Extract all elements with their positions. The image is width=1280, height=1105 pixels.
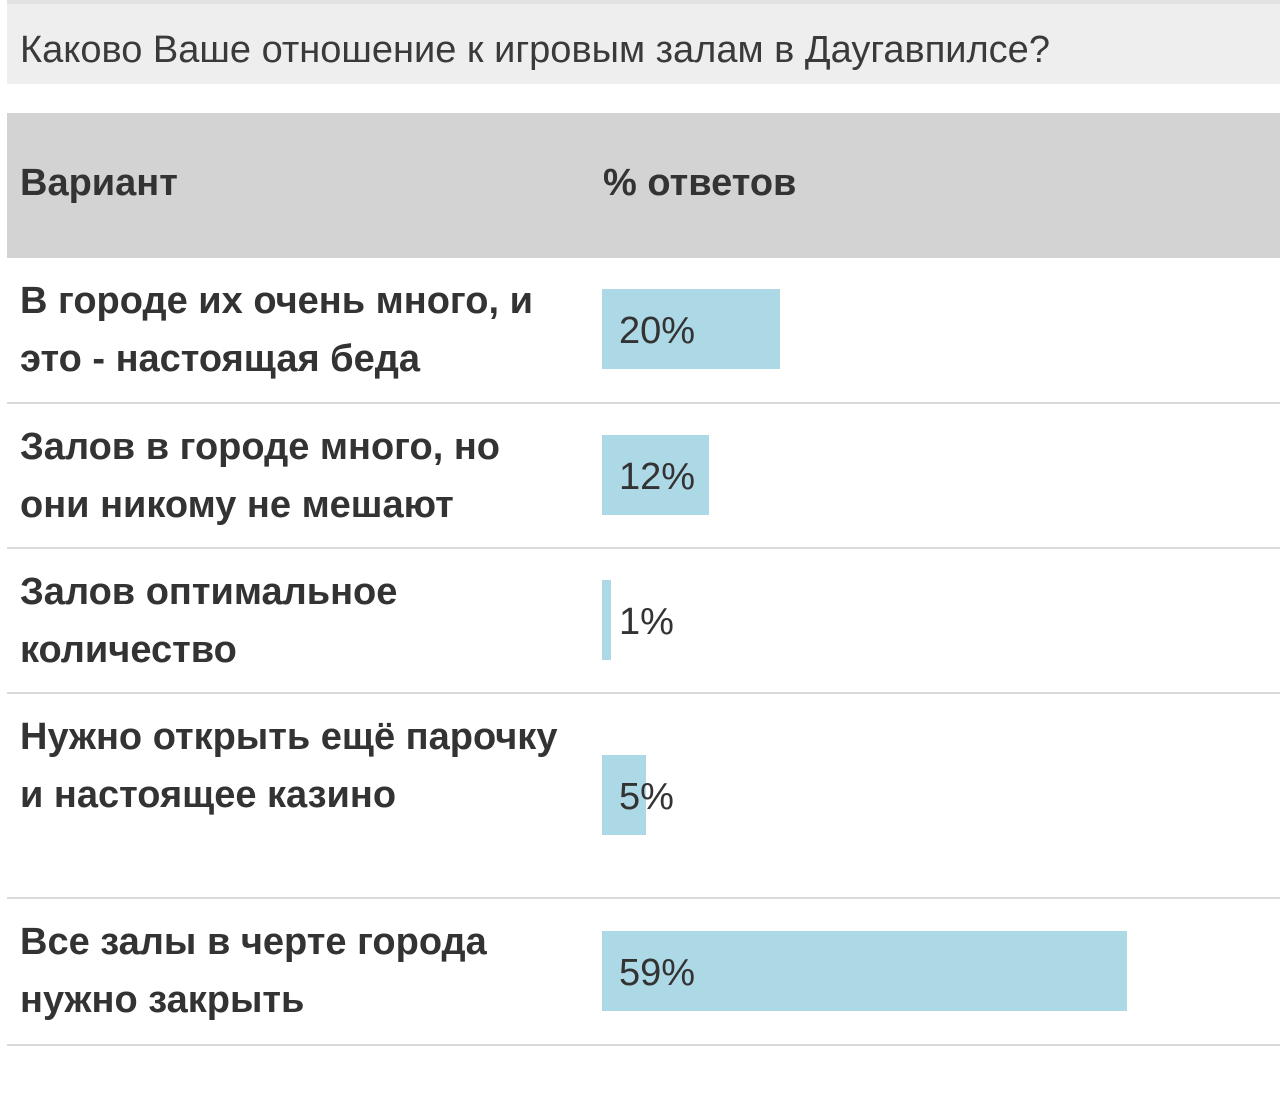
result-bar xyxy=(602,434,709,515)
column-header-variant: Вариант xyxy=(20,162,178,204)
result-bar xyxy=(602,754,647,835)
result-row: Залов в городе много, но они никому не м… xyxy=(7,404,1280,549)
result-row: Залов оптимальное количество 1% xyxy=(7,549,1280,694)
percent-label: 20% xyxy=(619,310,696,352)
percent-label: 5% xyxy=(619,775,674,818)
bar-track: 5% xyxy=(602,754,1262,835)
bar-track: 20% xyxy=(602,289,1262,369)
option-label: Все залы в черте города нужно закрыть xyxy=(20,921,487,1021)
poll-question-bar: Каково Ваше отношение к игровым залам в … xyxy=(7,0,1280,84)
result-bar xyxy=(602,289,780,369)
option-label: Нужно открыть ещё парочку и настоящее ка… xyxy=(20,716,558,816)
result-row: Нужно открыть ещё парочку и настоящее ка… xyxy=(7,694,1280,899)
result-row: Все залы в черте города нужно закрыть 59% xyxy=(7,899,1280,1046)
result-row: В городе их очень много, и это - настоящ… xyxy=(7,258,1280,404)
results-table-header: Вариант % ответов xyxy=(7,113,1280,258)
percent-label: 59% xyxy=(619,951,696,994)
column-header-percent: % ответов xyxy=(603,162,797,204)
option-label: Залов оптимальное количество xyxy=(20,571,398,671)
option-label: Залов в городе много, но они никому не м… xyxy=(20,426,500,526)
poll-question: Каково Ваше отношение к игровым залам в … xyxy=(20,29,1050,71)
option-label: В городе их очень много, и это - настоящ… xyxy=(20,280,533,380)
bar-track: 12% xyxy=(602,434,1262,515)
bar-track: 1% xyxy=(602,579,1262,660)
result-bar xyxy=(602,579,611,660)
percent-label: 1% xyxy=(619,600,674,643)
percent-label: 12% xyxy=(619,455,696,498)
bar-track: 59% xyxy=(602,930,1262,1011)
result-bar xyxy=(602,930,1127,1011)
